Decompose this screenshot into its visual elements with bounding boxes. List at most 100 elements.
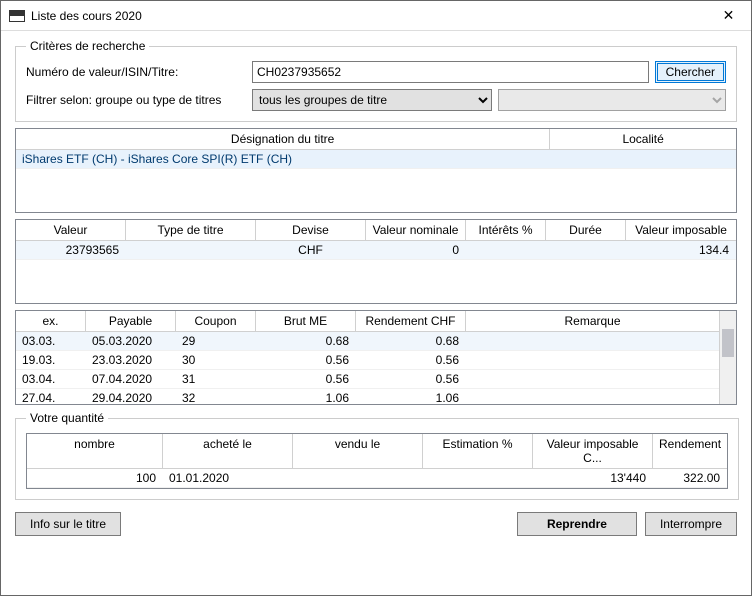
cell-rend: 1.06 — [356, 389, 466, 404]
table-row[interactable]: 19.03.23.03.2020300.560.56 — [16, 351, 719, 370]
col-localite[interactable]: Localité — [550, 129, 736, 149]
window-title: Liste des cours 2020 — [31, 9, 706, 23]
col-ex[interactable]: ex. — [16, 311, 86, 331]
search-criteria-group: Critères de recherche Numéro de valeur/I… — [15, 39, 737, 122]
row-isin: Numéro de valeur/ISIN/Titre: Chercher — [26, 61, 726, 83]
row-filter: Filtrer selon: groupe ou type de titres … — [26, 89, 726, 111]
cell-devise: CHF — [256, 241, 366, 259]
cell-brut: 0.56 — [256, 351, 356, 369]
details-grid-header: Valeur Type de titre Devise Valeur nomin… — [16, 220, 736, 241]
cell-brut: 0.68 — [256, 332, 356, 350]
cell-interets — [466, 241, 546, 259]
info-button[interactable]: Info sur le titre — [15, 512, 121, 536]
interrompre-button[interactable]: Interrompre — [645, 512, 737, 536]
quantity-grid-body: 100 01.01.2020 13'440 322.00 — [27, 469, 727, 488]
cell-duree — [546, 241, 626, 259]
cell-ex: 27.04. — [16, 389, 86, 404]
titles-grid: Désignation du titre Localité iShares ET… — [15, 128, 737, 213]
cell-rem — [466, 332, 719, 350]
titles-grid-body: iShares ETF (CH) - iShares Core SPI(R) E… — [16, 150, 736, 212]
cell-rem — [466, 370, 719, 388]
cell-est — [423, 469, 533, 487]
col-nombre[interactable]: nombre — [27, 434, 163, 468]
details-grid-body: 23793565 CHF 0 134.4 — [16, 241, 736, 303]
cell-rem — [466, 389, 719, 404]
cell-payable: 29.04.2020 — [86, 389, 176, 404]
col-valeur[interactable]: Valeur — [16, 220, 126, 240]
coupons-grid-body: 03.03.05.03.2020290.680.6819.03.23.03.20… — [16, 332, 719, 404]
scrollbar-thumb[interactable] — [722, 329, 734, 357]
cell-coupon: 29 — [176, 332, 256, 350]
cell-valeur: 23793565 — [16, 241, 126, 259]
col-brut[interactable]: Brut ME — [256, 311, 356, 331]
cell-coupon: 32 — [176, 389, 256, 404]
col-achete[interactable]: acheté le — [163, 434, 293, 468]
details-grid: Valeur Type de titre Devise Valeur nomin… — [15, 219, 737, 304]
col-type[interactable]: Type de titre — [126, 220, 256, 240]
col-vendu[interactable]: vendu le — [293, 434, 423, 468]
col-estimation[interactable]: Estimation % — [423, 434, 533, 468]
col-vimp[interactable]: Valeur imposable C... — [533, 434, 653, 468]
table-row[interactable]: 03.04.07.04.2020310.560.56 — [16, 370, 719, 389]
col-payable[interactable]: Payable — [86, 311, 176, 331]
reprendre-button[interactable]: Reprendre — [517, 512, 637, 536]
cell-nombre: 100 — [27, 469, 163, 487]
isin-input[interactable] — [252, 61, 649, 83]
cell-rend: 0.68 — [356, 332, 466, 350]
cell-nominale: 0 — [366, 241, 466, 259]
app-icon — [9, 10, 25, 22]
content-area: Critères de recherche Numéro de valeur/I… — [1, 31, 751, 595]
cell-vendu — [293, 469, 423, 487]
col-nominale[interactable]: Valeur nominale — [366, 220, 466, 240]
table-row[interactable]: iShares ETF (CH) - iShares Core SPI(R) E… — [16, 150, 736, 169]
col-imposable[interactable]: Valeur imposable — [626, 220, 736, 240]
titles-grid-header: Désignation du titre Localité — [16, 129, 736, 150]
table-row[interactable]: 23793565 CHF 0 134.4 — [16, 241, 736, 260]
quantity-grid-header: nombre acheté le vendu le Estimation % V… — [27, 434, 727, 469]
coupons-grid: ex. Payable Coupon Brut ME Rendement CHF… — [15, 310, 737, 405]
cell-vimp: 13'440 — [533, 469, 653, 487]
filter-label: Filtrer selon: groupe ou type de titres — [26, 93, 246, 107]
spacer — [129, 512, 509, 536]
search-legend: Critères de recherche — [26, 39, 149, 53]
col-devise[interactable]: Devise — [256, 220, 366, 240]
quantity-group: Votre quantité nombre acheté le vendu le… — [15, 411, 739, 500]
cell-imposable: 134.4 — [626, 241, 736, 259]
cell-coupon: 30 — [176, 351, 256, 369]
table-row[interactable]: 100 01.01.2020 13'440 322.00 — [27, 469, 727, 488]
cell-rem — [466, 351, 719, 369]
cell-localite — [550, 150, 737, 168]
close-button[interactable]: ✕ — [706, 1, 751, 31]
scrollbar[interactable] — [719, 311, 736, 404]
quantity-grid: nombre acheté le vendu le Estimation % V… — [26, 433, 728, 489]
type-select[interactable] — [498, 89, 726, 111]
coupons-grid-header: ex. Payable Coupon Brut ME Rendement CHF… — [16, 311, 719, 332]
col-designation[interactable]: Désignation du titre — [16, 129, 550, 149]
cell-brut: 0.56 — [256, 370, 356, 388]
cell-type — [126, 241, 256, 259]
table-row[interactable]: 27.04.29.04.2020321.061.06 — [16, 389, 719, 404]
col-rendement[interactable]: Rendement — [653, 434, 727, 468]
cell-payable: 23.03.2020 — [86, 351, 176, 369]
col-duree[interactable]: Durée — [546, 220, 626, 240]
button-bar: Info sur le titre Reprendre Interrompre — [15, 512, 737, 536]
isin-label: Numéro de valeur/ISIN/Titre: — [26, 65, 246, 79]
cell-rend: 0.56 — [356, 370, 466, 388]
window: Liste des cours 2020 ✕ Critères de reche… — [0, 0, 752, 596]
group-select[interactable]: tous les groupes de titre — [252, 89, 492, 111]
col-remarque[interactable]: Remarque — [466, 311, 719, 331]
cell-payable: 05.03.2020 — [86, 332, 176, 350]
cell-brut: 1.06 — [256, 389, 356, 404]
cell-coupon: 31 — [176, 370, 256, 388]
quantity-legend: Votre quantité — [26, 411, 108, 425]
col-coupon[interactable]: Coupon — [176, 311, 256, 331]
search-button[interactable]: Chercher — [655, 61, 726, 83]
cell-ex: 19.03. — [16, 351, 86, 369]
table-row[interactable]: 03.03.05.03.2020290.680.68 — [16, 332, 719, 351]
cell-ex: 03.03. — [16, 332, 86, 350]
cell-achete: 01.01.2020 — [163, 469, 293, 487]
col-interets[interactable]: Intérêts % — [466, 220, 546, 240]
titlebar: Liste des cours 2020 ✕ — [1, 1, 751, 31]
cell-rend: 322.00 — [653, 469, 727, 487]
col-rendchf[interactable]: Rendement CHF — [356, 311, 466, 331]
